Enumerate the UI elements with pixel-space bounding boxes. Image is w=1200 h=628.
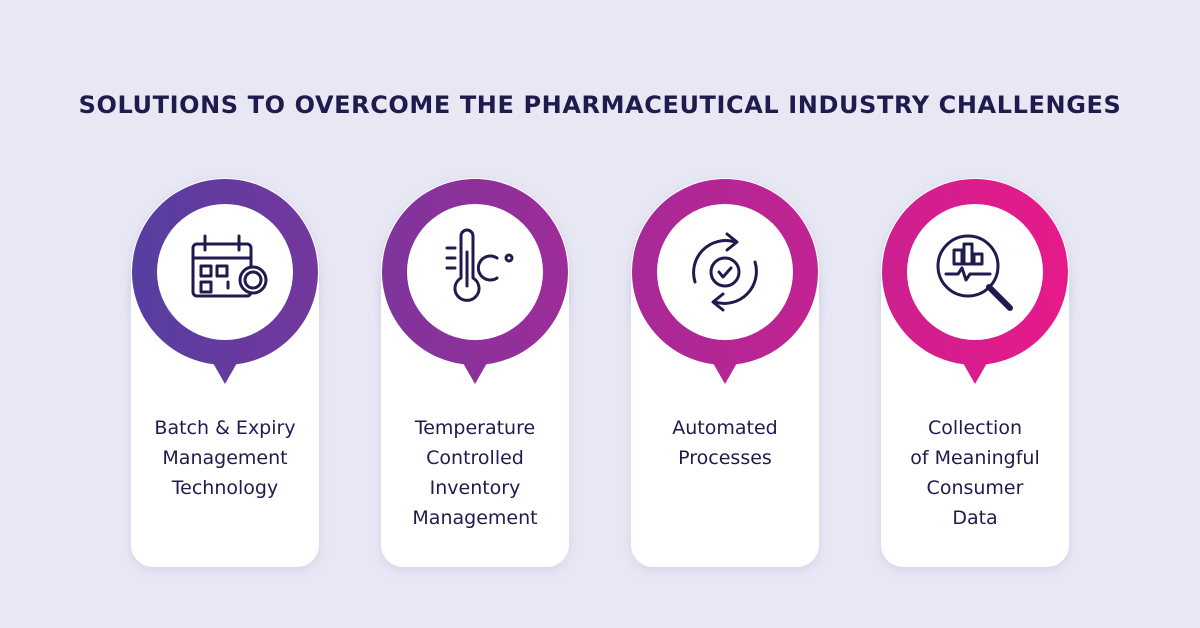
ring-inner: [157, 204, 293, 340]
ring-inner: [657, 204, 793, 340]
card-label: of Meaningful: [910, 447, 1040, 469]
card-label: Collection: [928, 417, 1022, 439]
card-label: Batch & Expiry: [154, 417, 295, 439]
icon-automation: [692, 232, 758, 312]
card: Temperature Controlled Inventory Management: [381, 178, 569, 567]
card-label: Controlled: [426, 447, 524, 469]
card-label: Management: [412, 507, 537, 529]
icon-analytics: [936, 234, 1013, 311]
icon-calendar: [191, 234, 268, 298]
card-label: Data: [952, 507, 997, 529]
cards: Batch & Expiry Management Technology Temper…: [131, 178, 1069, 567]
icon-thermometer: [445, 228, 514, 302]
card-label: Consumer: [927, 477, 1024, 499]
card-label: Management: [162, 447, 287, 469]
card: Batch & Expiry Management Technology: [131, 178, 319, 567]
card-label: Inventory: [430, 477, 521, 499]
ring-inner: [907, 204, 1043, 340]
card-label: Temperature: [414, 417, 535, 439]
ring-inner: [407, 204, 543, 340]
card-label: Technology: [171, 477, 278, 499]
title: SOLUTIONS TO OVERCOME THE PHARMACEUTICAL…: [79, 91, 1122, 119]
card-label: Processes: [678, 447, 772, 469]
card: Automated Processes: [631, 178, 819, 567]
card-label: Automated: [672, 417, 777, 439]
